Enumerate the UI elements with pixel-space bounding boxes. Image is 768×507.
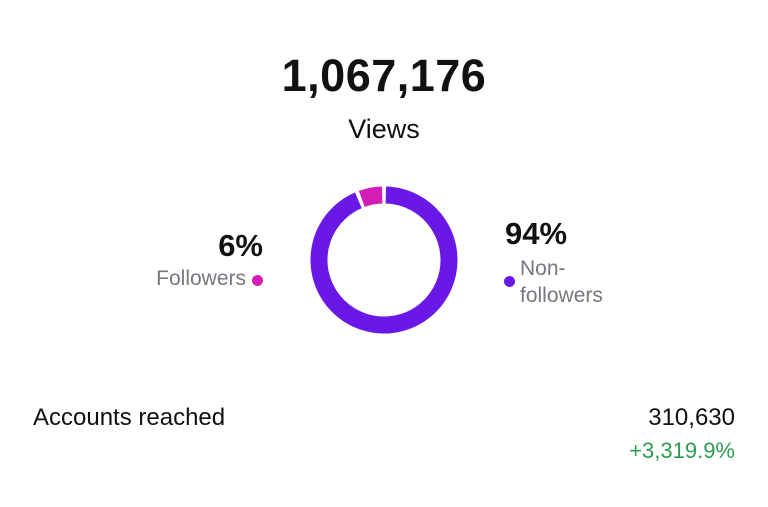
- non-followers-dot: [504, 276, 515, 287]
- accounts-reached-count: 310,630: [648, 404, 735, 431]
- views-count: 1,067,176: [281, 50, 487, 101]
- followers-dot: [252, 275, 263, 286]
- accounts-reached-label: Accounts reached: [33, 404, 226, 431]
- non-followers-percent: 94%: [505, 216, 568, 251]
- views-label: Views: [348, 114, 420, 144]
- donut-segment: [358, 186, 383, 208]
- non-followers-label: Non-followers: [520, 257, 603, 307]
- accounts-reached-change: +3,319.9%: [629, 438, 735, 463]
- donut-segment: [310, 186, 458, 334]
- followers-label: Followers: [156, 267, 246, 290]
- donut-chart: [310, 186, 458, 334]
- followers-percent: 6%: [218, 228, 263, 263]
